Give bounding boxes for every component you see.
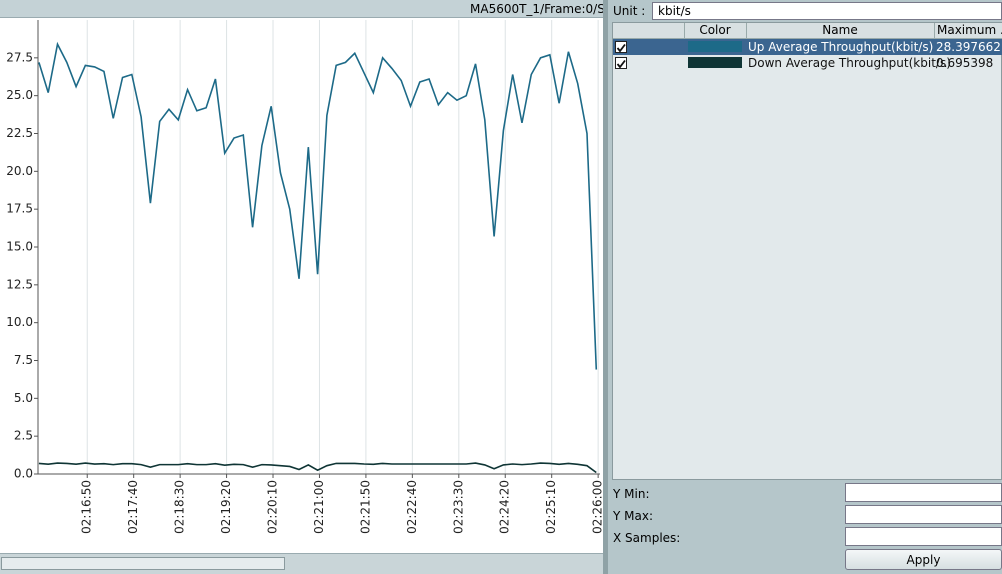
- table-row[interactable]: Down Average Throughput(kbit/s) 0.695398: [613, 55, 1002, 71]
- apply-label: Apply: [906, 553, 941, 567]
- color-swatch: [688, 57, 742, 68]
- xsamples-label: X Samples:: [613, 531, 681, 545]
- x-tick-label: 02:21:50: [358, 480, 372, 534]
- y-tick-label: 2.5: [14, 429, 33, 443]
- y-tick-label: 15.0: [6, 240, 33, 254]
- x-tick-label: 02:22:40: [405, 480, 419, 534]
- series-name: Up Average Throughput(kbit/s): [748, 40, 934, 54]
- ymax-field[interactable]: [845, 505, 1002, 524]
- apply-button[interactable]: Apply: [845, 549, 1002, 570]
- check-cell: [613, 39, 684, 55]
- x-tick-label: 02:20:10: [266, 480, 280, 534]
- series-maximum: 28.397662: [936, 40, 1001, 54]
- check-icon: [616, 59, 626, 69]
- legend-table: Color Name Maximum ... Up Average Throug…: [612, 22, 1002, 480]
- y-tick-label: 22.5: [6, 126, 33, 140]
- checkbox[interactable]: [615, 57, 627, 69]
- y-tick-label: 7.5: [14, 353, 33, 367]
- header-color[interactable]: Color: [684, 23, 747, 38]
- y-tick-label: 25.0: [6, 88, 33, 102]
- check-cell: [613, 55, 684, 71]
- unit-value: kbit/s: [658, 4, 691, 18]
- y-tick-label: 10.0: [6, 315, 33, 329]
- check-icon: [616, 43, 626, 53]
- check-mark: [616, 59, 626, 69]
- xsamples-field[interactable]: [845, 527, 1002, 546]
- series-line: [38, 462, 597, 474]
- x-tick-label: 02:16:50: [80, 480, 94, 534]
- table-row[interactable]: Up Average Throughput(kbit/s) 28.397662: [613, 39, 1002, 55]
- series-name: Down Average Throughput(kbit/s): [748, 56, 951, 70]
- y-tick-label: 20.0: [6, 164, 33, 178]
- chart: 02:16:50 02:17:40 02:18:30 02:19:20 02:20:10…: [6, 20, 603, 534]
- ymin-field[interactable]: [845, 483, 1002, 502]
- h-scrollbar[interactable]: [0, 553, 603, 574]
- series-line: [38, 41, 598, 370]
- check-mark: [616, 43, 626, 53]
- x-tick-label: 02:17:40: [126, 480, 140, 534]
- x-tick-label: 02:18:30: [173, 480, 187, 534]
- header-max[interactable]: Maximum ...: [934, 23, 1002, 38]
- y-tick-label: 17.5: [6, 202, 33, 216]
- y-tick-label: 12.5: [6, 277, 33, 291]
- y-tick-label: 27.5: [6, 50, 33, 64]
- splitter[interactable]: [603, 0, 608, 574]
- unit-label: Unit :: [613, 4, 646, 18]
- ymax-label: Y Max:: [613, 509, 653, 523]
- checkbox[interactable]: [615, 41, 627, 53]
- chart-panel: MA5600T_1/Frame:0/Sl 02:16:50 02:17:40 02:…: [0, 0, 603, 574]
- y-tick-label: 5.0: [14, 391, 33, 405]
- series-maximum: 0.695398: [936, 56, 994, 70]
- x-tick-label: 02:21:00: [312, 480, 326, 534]
- ymin-label: Y Min:: [613, 487, 650, 501]
- window-title: MA5600T_1/Frame:0/Sl: [470, 2, 603, 16]
- y-tick-label: 0.0: [14, 467, 33, 481]
- table-header: Color Name Maximum ...: [613, 23, 1002, 39]
- title-bar: MA5600T_1/Frame:0/Sl: [0, 0, 603, 18]
- x-tick-label: 02:25:10: [544, 480, 558, 534]
- header-name[interactable]: Name: [746, 23, 935, 38]
- x-tick-label: 02:24:20: [498, 480, 512, 534]
- unit-field[interactable]: kbit/s: [652, 2, 1002, 20]
- x-tick-label: 02:23:30: [451, 480, 465, 534]
- header-check: [613, 23, 685, 38]
- x-tick-label: 02:26:00: [591, 480, 603, 534]
- scroll-thumb[interactable]: [1, 557, 285, 570]
- color-swatch: [688, 41, 742, 52]
- x-tick-label: 02:19:20: [219, 480, 233, 534]
